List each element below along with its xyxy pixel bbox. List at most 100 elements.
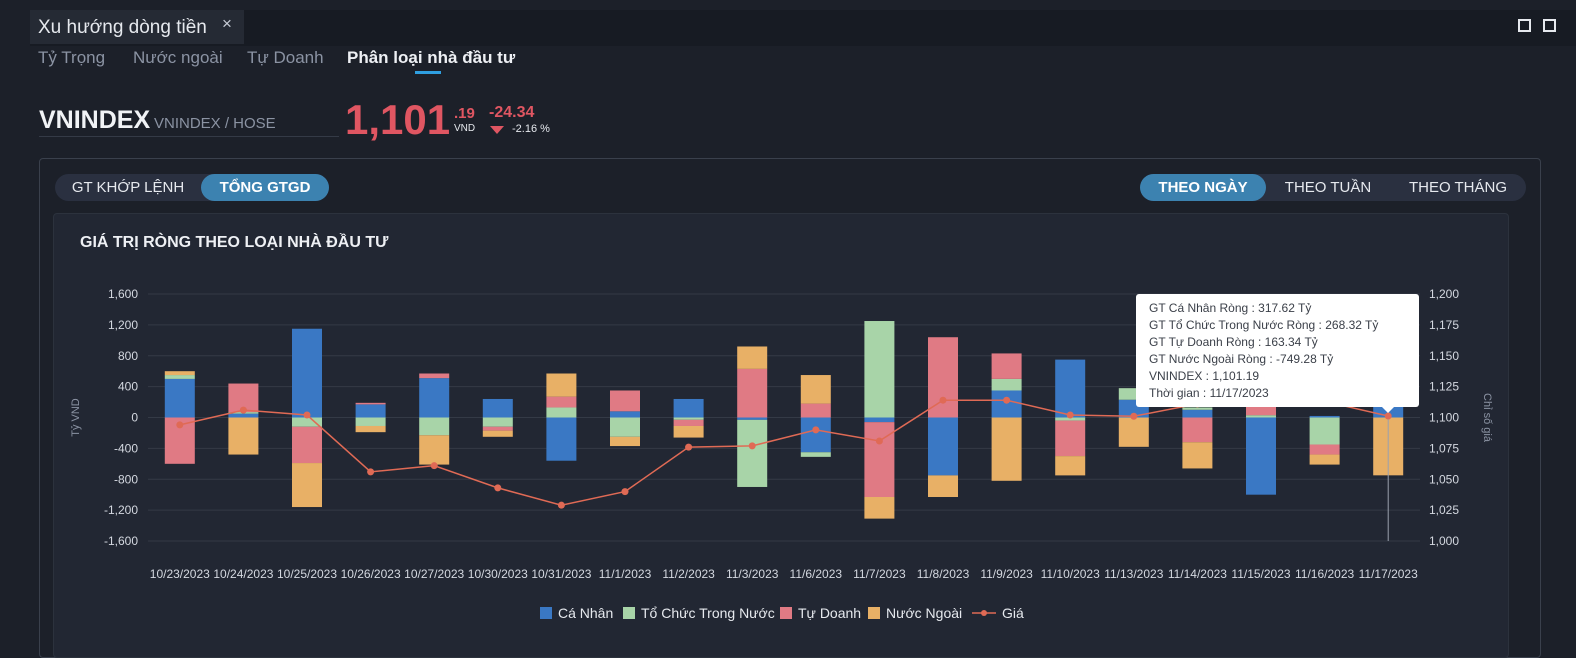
- price-point: [1384, 412, 1392, 420]
- bar-nuoc-ngoai: [1055, 456, 1086, 476]
- bar-to-chuc-trong-nuoc: [737, 419, 768, 487]
- bar-nuoc-ngoai: [737, 346, 768, 369]
- y-tick-label: 1,600: [108, 287, 138, 301]
- bar-to-chuc-trong-nuoc: [164, 375, 195, 379]
- down-arrow-icon: [490, 126, 504, 134]
- y-tick-label: 1,200: [108, 318, 138, 332]
- price-point: [1003, 396, 1011, 404]
- ticker-symbol: VNINDEX: [39, 106, 151, 134]
- subtab-phan-loai-nha-dau-tu[interactable]: Phân loại nhà đầu tư: [347, 48, 516, 67]
- theo-thang-button[interactable]: THEO THÁNG: [1408, 179, 1508, 196]
- x-tick-label: 11/1/2023: [599, 567, 652, 581]
- bar-ca-nhan: [1246, 417, 1276, 495]
- bar-ca-nhan: [928, 417, 958, 476]
- legend-ca-nhan-label: Cá Nhân: [558, 605, 613, 621]
- tooltip-line: VNINDEX : 1,101.19: [1149, 369, 1260, 383]
- y-tick-label: -1,200: [104, 503, 138, 517]
- price-change: -24.34: [489, 104, 535, 121]
- bar-tu-doanh: [482, 426, 513, 431]
- bar-tu-doanh: [928, 337, 958, 418]
- bar-ca-nhan: [1055, 359, 1086, 418]
- chart-tooltip: GT Cá Nhân Ròng : 317.62 Tỷ GT Tổ Chức T…: [1136, 294, 1419, 407]
- price-point: [812, 426, 820, 434]
- price-point: [494, 484, 502, 492]
- y-axis-title: Tỷ VND: [70, 398, 82, 437]
- bar-tu-doanh: [1182, 417, 1213, 443]
- bar-nuoc-ngoai: [864, 497, 895, 519]
- close-icon[interactable]: ×: [222, 14, 232, 33]
- bar-nuoc-ngoai: [482, 430, 513, 437]
- bar-to-chuc-trong-nuoc: [1118, 388, 1149, 400]
- bar-to-chuc-trong-nuoc: [1309, 417, 1340, 445]
- tooltip-line: Thời gian : 11/17/2023: [1149, 386, 1269, 400]
- tooltip-line: GT Cá Nhân Ròng : 317.62 Tỷ: [1149, 301, 1312, 315]
- legend-gia-label: Giá: [1002, 605, 1024, 621]
- bar-nuoc-ngoai: [928, 475, 958, 498]
- y2-tick-label: 1,000: [1429, 534, 1459, 548]
- bar-to-chuc-trong-nuoc: [1246, 415, 1276, 418]
- tooltip-line: GT Tự Doanh Ròng : 163.34 Tỷ: [1149, 335, 1318, 349]
- price-change-percent: -2.16 %: [512, 123, 550, 135]
- bar-ca-nhan: [737, 417, 768, 420]
- legend-tu-doanh-label: Tự Doanh: [798, 605, 861, 621]
- y-tick-label: -800: [114, 472, 138, 486]
- legend-nuoc-ngoai-label: Nước Ngoài: [886, 605, 962, 621]
- bar-to-chuc-trong-nuoc: [355, 417, 386, 426]
- price-unit: VND: [454, 123, 476, 134]
- bar-nuoc-ngoai: [164, 371, 195, 376]
- price-point: [685, 443, 693, 451]
- price-point: [621, 488, 629, 496]
- bar-nuoc-ngoai: [1309, 454, 1340, 465]
- bar-ca-nhan: [673, 398, 704, 418]
- y2-axis-title: Chỉ số giá: [1481, 393, 1493, 443]
- x-tick-label: 11/3/2023: [726, 567, 779, 581]
- panel-tab[interactable]: [30, 10, 244, 44]
- legend-nuoc-ngoai-swatch: [868, 607, 880, 619]
- x-tick-label: 11/6/2023: [790, 567, 843, 581]
- tooltip-arrow: [1381, 406, 1395, 413]
- bar-to-chuc-trong-nuoc: [419, 417, 450, 436]
- subtab-tu-doanh[interactable]: Tự Doanh: [247, 48, 324, 67]
- y-tick-label: -1,600: [104, 534, 138, 548]
- subtab-nuoc-ngoai[interactable]: Nước ngoài: [133, 48, 223, 67]
- x-tick-label: 11/7/2023: [853, 567, 906, 581]
- bar-nuoc-ngoai: [800, 375, 831, 404]
- price-integer: 1,101: [345, 96, 451, 143]
- bar-tu-doanh: [292, 426, 322, 464]
- bar-ca-nhan: [546, 417, 577, 461]
- y-tick-label: 400: [118, 380, 138, 394]
- gt-khop-lenh-button[interactable]: GT KHỚP LỆNH: [71, 179, 185, 196]
- subtab-ty-trong[interactable]: Tỷ Trọng: [38, 48, 106, 67]
- theo-ngay-button[interactable]: THEO NGÀY: [1140, 174, 1266, 201]
- bar-tu-doanh: [1055, 420, 1086, 457]
- x-tick-label: 11/14/2023: [1168, 567, 1227, 581]
- bar-nuoc-ngoai: [355, 425, 386, 433]
- popout-icon[interactable]: [1518, 19, 1531, 32]
- legend-ca-nhan-swatch: [540, 607, 552, 619]
- bar-tu-doanh: [673, 419, 704, 426]
- x-tick-label: 11/15/2023: [1231, 567, 1290, 581]
- price-point: [939, 396, 947, 404]
- y2-tick-label: 1,125: [1429, 380, 1459, 394]
- bar-to-chuc-trong-nuoc: [864, 321, 895, 418]
- legend-gia-marker: [981, 610, 987, 616]
- divider: [39, 136, 339, 137]
- tong-gtgd-button[interactable]: TỔNG GTGD: [201, 174, 329, 201]
- legend-to-chuc-trong-nuoc-swatch: [623, 607, 635, 619]
- bar-tu-doanh: [546, 396, 577, 408]
- bar-tu-doanh: [610, 390, 640, 412]
- x-tick-label: 11/13/2023: [1104, 567, 1163, 581]
- legend-tu-doanh-swatch: [780, 607, 792, 619]
- x-tick-label: 11/2/2023: [662, 567, 715, 581]
- bar-to-chuc-trong-nuoc: [546, 407, 577, 418]
- x-tick-label: 11/9/2023: [980, 567, 1033, 581]
- bar-to-chuc-trong-nuoc: [1182, 407, 1213, 410]
- bar-to-chuc-trong-nuoc: [673, 417, 704, 420]
- y2-tick-label: 1,150: [1429, 349, 1459, 363]
- price-point: [367, 468, 375, 476]
- ticker-exchange: VNINDEX / HOSE: [154, 115, 276, 132]
- bar-tu-doanh: [355, 402, 386, 405]
- maximize-icon[interactable]: [1543, 19, 1556, 32]
- tooltip-line: GT Nước Ngoài Ròng : -749.28 Tỷ: [1149, 352, 1334, 366]
- theo-tuan-button[interactable]: THEO TUẦN: [1284, 179, 1372, 196]
